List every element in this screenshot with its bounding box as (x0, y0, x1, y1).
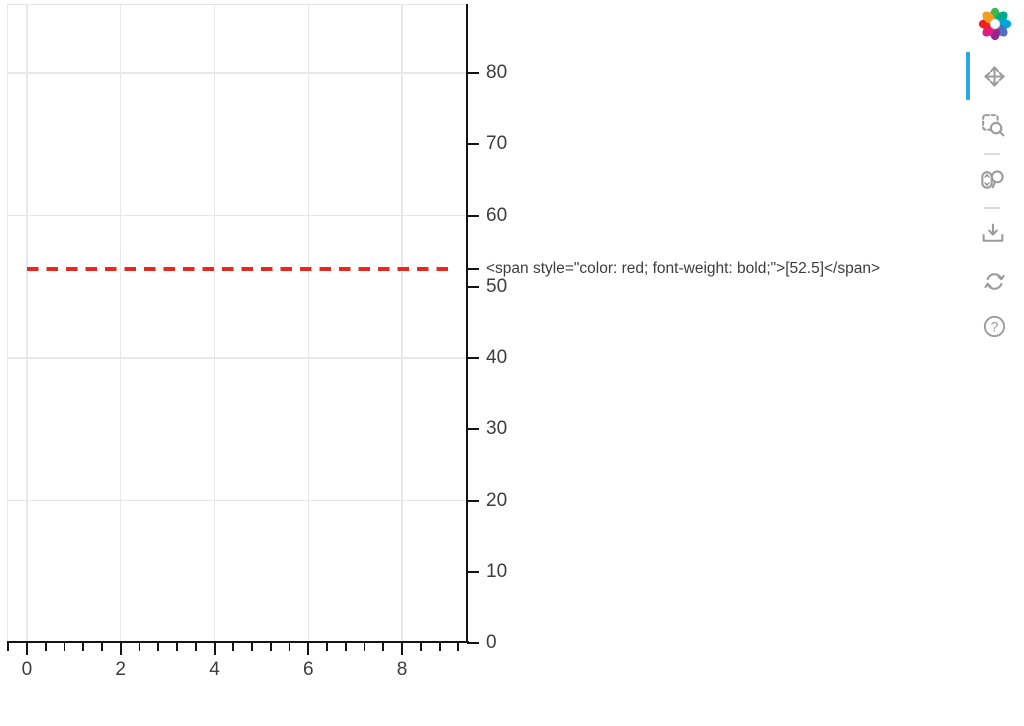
v-gridline (307, 4, 310, 642)
y-custom-tick-label: <span style="color: red; font-weight: bo… (486, 259, 881, 277)
help-tool-button[interactable]: ? (981, 313, 1008, 340)
y-custom-tick (467, 267, 479, 270)
y-tick-label: 40 (486, 347, 508, 368)
x-minor-tick (82, 642, 85, 651)
x-major-tick (401, 642, 404, 655)
x-tick-label: 4 (209, 659, 220, 680)
x-minor-tick (138, 642, 141, 651)
reset-icon (984, 273, 1005, 290)
box-zoom-tool-button[interactable] (980, 112, 1007, 139)
pan-icon (984, 66, 1005, 87)
x-minor-tick (288, 642, 291, 651)
x-minor-tick (251, 642, 253, 651)
x-major-tick (25, 642, 28, 655)
save-tool-button[interactable] (980, 221, 1007, 248)
y-tick-label: 0 (486, 632, 497, 653)
x-minor-tick (157, 642, 160, 651)
x-minor-tick (326, 642, 328, 651)
y-tick-label: 70 (486, 133, 508, 155)
x-minor-tick (7, 642, 10, 651)
x-minor-tick (44, 642, 47, 651)
reset-tool-button[interactable] (981, 268, 1008, 295)
v-gridline (119, 4, 122, 642)
x-minor-tick (457, 642, 460, 651)
wheel-zoom-icon (981, 170, 1004, 189)
v-gridline (401, 4, 403, 642)
x-minor-tick (269, 642, 272, 651)
x-major-tick (307, 642, 310, 655)
x-minor-tick (438, 642, 441, 651)
y-tick-label: 30 (486, 418, 508, 440)
y-axis-line (466, 4, 468, 643)
box-zoom-icon (982, 114, 1005, 137)
x-tick-label: 6 (303, 659, 314, 680)
x-major-tick (119, 642, 122, 655)
y-major-tick (467, 357, 479, 359)
x-tick-label: 8 (396, 659, 408, 680)
h-gridline (7, 214, 467, 217)
y-tick-label: 80 (486, 62, 508, 83)
x-minor-tick (419, 642, 422, 651)
y-tick-label: 60 (486, 204, 508, 226)
toolbar-divider (984, 153, 1000, 155)
y-major-tick (467, 72, 479, 74)
x-major-tick (213, 642, 216, 655)
wheel-zoom-tool-button[interactable] (979, 167, 1006, 194)
y-major-tick (467, 214, 479, 217)
x-minor-tick (194, 642, 197, 651)
bokeh-logo-icon (978, 7, 1012, 41)
y-major-tick (467, 428, 479, 431)
y-major-tick (467, 642, 479, 644)
h-gridline (7, 72, 467, 74)
x-minor-tick (232, 642, 235, 651)
x-tick-label: 0 (21, 659, 33, 680)
x-minor-tick (363, 642, 366, 651)
x-minor-tick (382, 642, 385, 651)
plot-outline (7, 4, 467, 642)
threshold-dashed-line (26, 266, 449, 271)
y-major-tick (467, 570, 479, 573)
y-major-tick (467, 285, 479, 288)
pan-tool-button[interactable] (981, 63, 1008, 90)
h-gridline (7, 357, 467, 359)
active-tool-indicator (966, 52, 970, 100)
v-gridline (26, 4, 28, 642)
x-axis-line (7, 641, 469, 643)
bokeh-logo[interactable] (978, 7, 1012, 41)
svg-text:?: ? (991, 318, 999, 334)
y-tick-label: 10 (486, 560, 508, 582)
x-minor-tick (63, 642, 66, 651)
x-tick-label: 2 (115, 659, 126, 680)
y-major-tick (467, 499, 479, 502)
save-icon (982, 223, 1004, 242)
y-tick-label: 20 (486, 489, 508, 511)
toolbar-divider (984, 207, 1000, 209)
v-gridline (213, 4, 216, 642)
x-minor-tick (344, 642, 347, 651)
x-minor-tick (176, 642, 178, 651)
y-major-tick (467, 143, 479, 146)
help-icon: ? (983, 315, 1006, 338)
h-gridline (7, 499, 467, 502)
y-tick-label: 50 (486, 275, 508, 297)
x-minor-tick (101, 642, 103, 651)
